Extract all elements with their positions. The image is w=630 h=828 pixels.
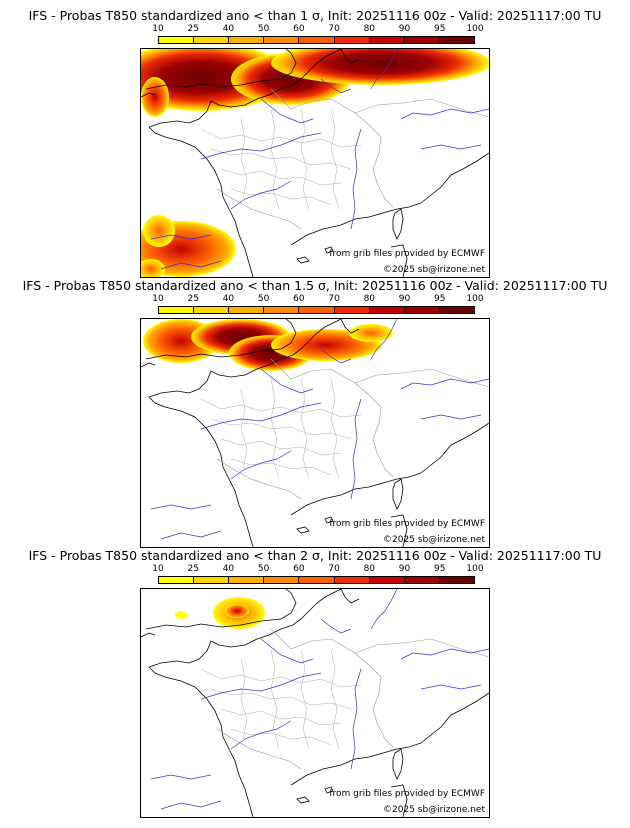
colorbar-label: 90	[398, 294, 411, 304]
panel-title: IFS - Probas T850 standardized ano < tha…	[28, 8, 602, 23]
colorbar-segment	[334, 37, 370, 43]
colorbar-label: 100	[466, 24, 484, 34]
colorbar-segment	[369, 577, 405, 583]
colorbar-label: 95	[434, 24, 446, 34]
prob-area	[271, 49, 489, 85]
colorbar-label: 95	[434, 294, 446, 304]
colorbar-segment	[439, 307, 474, 313]
colorbar-segment	[194, 37, 230, 43]
colorbar-label: 100	[466, 564, 484, 574]
colorbar-label: 80	[363, 24, 376, 34]
colorbar-label: 90	[398, 24, 411, 34]
colorbar-segment	[439, 577, 474, 583]
colorbar-segment	[334, 307, 370, 313]
colorbar-label: 70	[328, 24, 340, 34]
prob-area	[141, 259, 165, 277]
colorbar	[158, 306, 475, 314]
colorbar-labels: 10 25 40 50 60 70 80 90 95 100	[152, 24, 483, 35]
prob-area	[349, 324, 393, 342]
colorbar-label: 50	[257, 294, 270, 304]
colorbar-segment	[439, 37, 474, 43]
map-graphic	[141, 319, 489, 547]
colorbar	[158, 36, 475, 44]
colorbar-label: 60	[293, 24, 305, 34]
colorbar-label: 80	[363, 564, 376, 574]
colorbar-label: 95	[434, 564, 446, 574]
prob-area	[143, 215, 175, 247]
colorbar-label: 25	[187, 564, 199, 574]
probability-map: from grib files provided by ECMWF ©2025 …	[140, 318, 490, 548]
copyright: ©2025 sb@irizone.net	[383, 535, 485, 545]
colorbar-segment	[369, 37, 405, 43]
colorbar-label: 40	[222, 294, 235, 304]
colorbar-segment	[194, 307, 230, 313]
colorbar-segment	[404, 307, 440, 313]
colorbar-label: 100	[466, 294, 484, 304]
colorbar-labels: 10 25 40 50 60 70 80 90 95 100	[152, 564, 483, 575]
colorbar-segment	[404, 37, 440, 43]
colorbar-label: 60	[293, 564, 305, 574]
colorbar-segment	[299, 37, 335, 43]
colorbar-segment	[264, 307, 300, 313]
colorbar-label: 60	[293, 294, 305, 304]
copyright: ©2025 sb@irizone.net	[383, 805, 485, 815]
probability-map: from grib files provided by ECMWF ©2025 …	[140, 588, 490, 818]
colorbar-segment	[299, 307, 335, 313]
colorbar-label: 50	[257, 24, 270, 34]
colorbar-labels: 10 25 40 50 60 70 80 90 95 100	[152, 294, 483, 305]
colorbar	[158, 576, 475, 584]
colorbar-segment	[229, 307, 265, 313]
map-graphic	[141, 49, 489, 277]
copyright: ©2025 sb@irizone.net	[383, 265, 485, 275]
colorbar-segment	[404, 577, 440, 583]
source-credit: from grib files provided by ECMWF	[329, 789, 485, 799]
prob-area	[175, 611, 187, 619]
colorbar-label: 80	[363, 294, 376, 304]
colorbar-label: 25	[187, 294, 199, 304]
map-graphic	[141, 589, 489, 817]
source-credit: from grib files provided by ECMWF	[329, 249, 485, 259]
source-credit: from grib files provided by ECMWF	[329, 519, 485, 529]
colorbar-segment	[159, 307, 195, 313]
colorbar-segment	[194, 577, 230, 583]
colorbar-segment	[159, 577, 195, 583]
colorbar-segment	[299, 577, 335, 583]
panel-title: IFS - Probas T850 standardized ano < tha…	[28, 548, 602, 563]
colorbar-label: 10	[152, 564, 164, 574]
colorbar-label: 40	[222, 564, 235, 574]
panel-title: IFS - Probas T850 standardized ano < tha…	[22, 278, 608, 293]
colorbar-label: 10	[152, 24, 164, 34]
prob-area	[141, 77, 169, 117]
panel-1: IFS - Probas T850 standardized ano < tha…	[0, 8, 630, 278]
colorbar-segment	[229, 577, 265, 583]
colorbar-label: 70	[328, 294, 340, 304]
basemap	[141, 589, 489, 817]
colorbar-label: 90	[398, 564, 411, 574]
colorbar-segment	[334, 577, 370, 583]
panel-3: IFS - Probas T850 standardized ano < tha…	[0, 548, 630, 818]
colorbar-segment	[159, 37, 195, 43]
colorbar-label: 70	[328, 564, 340, 574]
prob-area	[225, 604, 249, 618]
colorbar-segment	[369, 307, 405, 313]
colorbar-label: 40	[222, 24, 235, 34]
colorbar-segment	[264, 577, 300, 583]
colorbar-label: 50	[257, 564, 270, 574]
panel-2: IFS - Probas T850 standardized ano < tha…	[0, 278, 630, 548]
colorbar-segment	[229, 37, 265, 43]
probability-map: from grib files provided by ECMWF ©2025 …	[140, 48, 490, 278]
colorbar-segment	[264, 37, 300, 43]
colorbar-label: 25	[187, 24, 199, 34]
colorbar-label: 10	[152, 294, 164, 304]
